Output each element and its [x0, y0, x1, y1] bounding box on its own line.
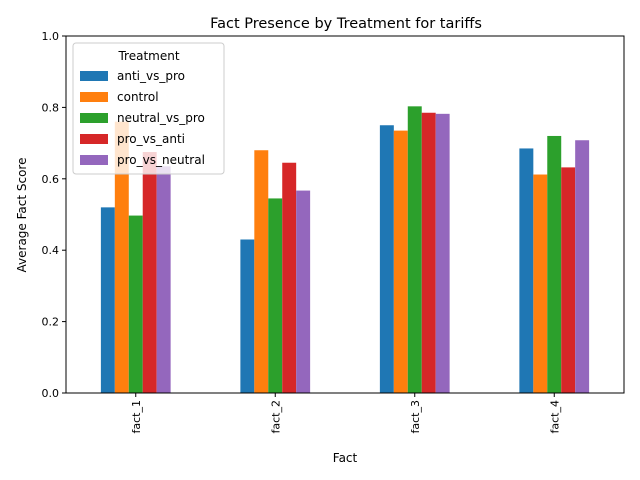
y-tick-label: 0.8 — [42, 101, 60, 114]
x-tick-label: fact_1 — [130, 400, 143, 433]
bar-pro_vs_neutral-fact_1 — [156, 166, 171, 393]
legend-box — [72, 42, 225, 175]
legend-swatch-neutral_vs_pro — [80, 113, 108, 123]
x-tick-label: fact_2 — [269, 400, 282, 433]
bar-control-fact_2 — [254, 150, 269, 393]
legend-label-control: control — [117, 90, 159, 104]
legend-swatch-pro_vs_anti — [80, 134, 108, 144]
y-axis-label: Average Fact Score — [15, 158, 29, 273]
bar-anti_vs_pro-fact_3 — [379, 125, 394, 393]
bar-pro_vs_anti-fact_2 — [282, 162, 297, 393]
bar-pro_vs_neutral-fact_2 — [296, 190, 311, 393]
bar-anti_vs_pro-fact_4 — [519, 148, 534, 393]
bar-neutral_vs_pro-fact_4 — [547, 135, 562, 393]
bar-pro_vs_anti-fact_3 — [421, 112, 436, 393]
x-axis: fact_1 fact_2 fact_3 fact_4 — [130, 393, 561, 433]
bar-anti_vs_pro-fact_1 — [100, 207, 115, 393]
legend-swatch-pro_vs_neutral — [80, 155, 108, 165]
legend-title: Treatment — [117, 49, 179, 63]
bar-control-fact_4 — [533, 174, 548, 393]
bars-layer — [100, 106, 590, 394]
bar-pro_vs_neutral-fact_3 — [435, 113, 450, 393]
x-tick-label: fact_4 — [548, 400, 561, 433]
legend-label-pro_vs_neutral: pro_vs_neutral — [117, 153, 205, 167]
bar-control-fact_3 — [393, 130, 408, 394]
bar-anti_vs_pro-fact_2 — [240, 239, 255, 393]
y-tick-label: 0.0 — [42, 387, 60, 400]
legend-swatch-control — [80, 92, 108, 102]
bar-neutral_vs_pro-fact_1 — [128, 215, 143, 393]
legend-label-pro_vs_anti: pro_vs_anti — [117, 132, 185, 146]
y-tick-label: 0.4 — [42, 244, 60, 257]
x-axis-label: Fact — [333, 451, 358, 465]
chart-title: Fact Presence by Treatment for tariffs — [210, 16, 482, 32]
bar-neutral_vs_pro-fact_3 — [407, 106, 422, 393]
legend-label-neutral_vs_pro: neutral_vs_pro — [117, 111, 205, 125]
y-tick-label: 0.6 — [42, 173, 60, 186]
bar-control-fact_1 — [114, 121, 129, 394]
bar-pro_vs_anti-fact_4 — [561, 167, 576, 393]
bar-neutral_vs_pro-fact_2 — [268, 198, 283, 393]
bar-pro_vs_neutral-fact_4 — [575, 140, 590, 393]
y-axis: 0.0 0.2 0.4 0.6 0.8 1.0 — [42, 30, 66, 400]
x-tick-label: fact_3 — [409, 400, 422, 433]
legend-swatch-anti_vs_pro — [80, 71, 108, 81]
legend-label-anti_vs_pro: anti_vs_pro — [117, 69, 185, 83]
plot-area-frame — [65, 35, 625, 394]
y-tick-label: 1.0 — [42, 30, 60, 43]
bar-pro_vs_anti-fact_1 — [142, 152, 157, 393]
y-tick-label: 0.2 — [42, 316, 60, 329]
